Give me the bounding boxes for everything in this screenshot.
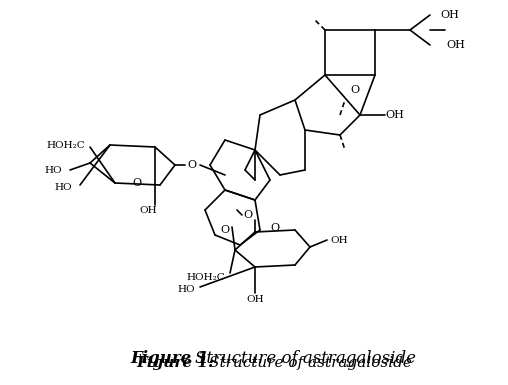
Text: Structure of astragaloside: Structure of astragaloside	[209, 356, 411, 370]
Text: Figure 1.: Figure 1.	[136, 356, 214, 370]
Text: OH: OH	[330, 236, 347, 244]
Text: O: O	[220, 225, 230, 235]
Text: O: O	[187, 160, 197, 170]
Text: OH: OH	[139, 206, 157, 214]
Text: HOH₂C: HOH₂C	[46, 141, 85, 149]
Text: HO: HO	[177, 286, 195, 295]
Text: O: O	[351, 85, 360, 95]
Text: O: O	[133, 178, 142, 188]
Text: O: O	[243, 210, 252, 220]
Text: OH: OH	[386, 110, 404, 120]
Text: Figure 1.: Figure 1.	[130, 350, 214, 367]
Text: HO: HO	[44, 166, 62, 174]
Text: O: O	[270, 223, 279, 233]
Text: HOH₂C: HOH₂C	[186, 273, 225, 281]
Text: OH: OH	[246, 296, 264, 305]
Text: HO: HO	[54, 182, 72, 191]
Text: OH: OH	[440, 10, 459, 20]
Text: Structure of astragaloside: Structure of astragaloside	[195, 350, 416, 367]
Text: OH: OH	[447, 40, 465, 50]
